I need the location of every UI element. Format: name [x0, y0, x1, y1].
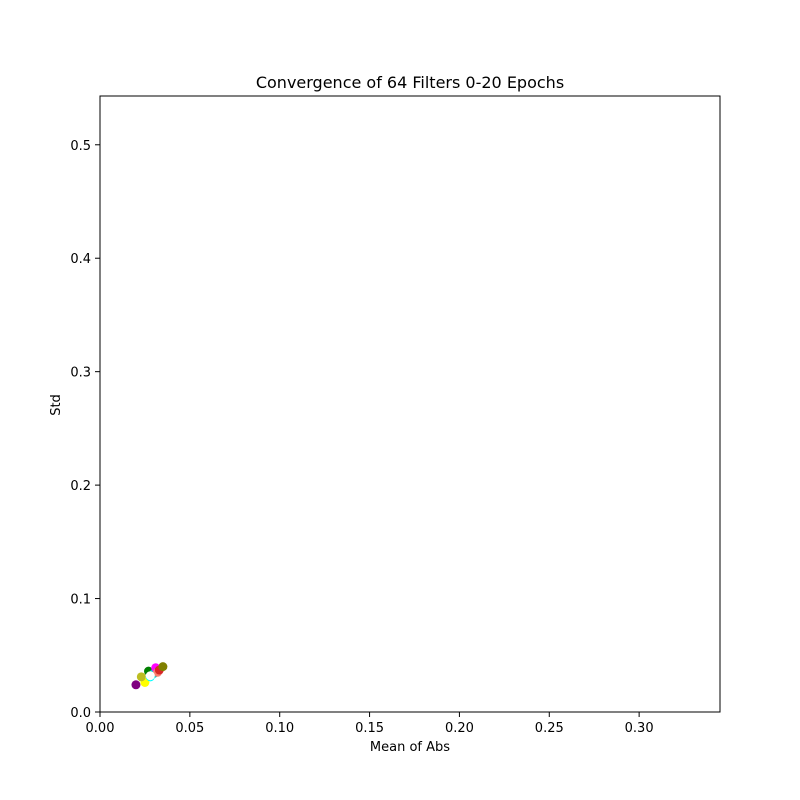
y-tick-label: 0.0 — [70, 706, 91, 721]
y-tick-label: 0.5 — [70, 139, 91, 154]
y-tick-label: 0.1 — [70, 593, 91, 608]
y-tick-label: 0.4 — [70, 252, 91, 267]
y-tick-label: 0.3 — [70, 366, 91, 381]
axes-frame — [99, 95, 721, 713]
plot-area — [131, 662, 168, 690]
x-tick-label: 0.30 — [625, 721, 654, 736]
data-point — [158, 662, 168, 672]
x-tick-label: 0.10 — [265, 721, 294, 736]
data-point — [131, 680, 141, 690]
y-axis: 0.0 0.1 0.2 0.3 0.4 0.5 — [70, 139, 100, 721]
y-tick-label: 0.2 — [70, 479, 91, 494]
y-axis-label: Std — [49, 394, 64, 416]
x-tick-label: 0.05 — [175, 721, 204, 736]
x-tick-label: 0.15 — [355, 721, 384, 736]
x-tick-label: 0.25 — [535, 721, 564, 736]
data-point — [145, 671, 155, 681]
x-tick-label: 0.20 — [445, 721, 474, 736]
chart-title: Convergence of 64 Filters 0-20 Epochs — [256, 73, 564, 92]
data-point — [136, 672, 146, 682]
x-axis: 0.00 0.05 0.10 0.15 0.20 0.25 0.30 — [86, 712, 654, 736]
x-axis-label: Mean of Abs — [370, 740, 450, 755]
x-tick-label: 0.00 — [86, 721, 115, 736]
